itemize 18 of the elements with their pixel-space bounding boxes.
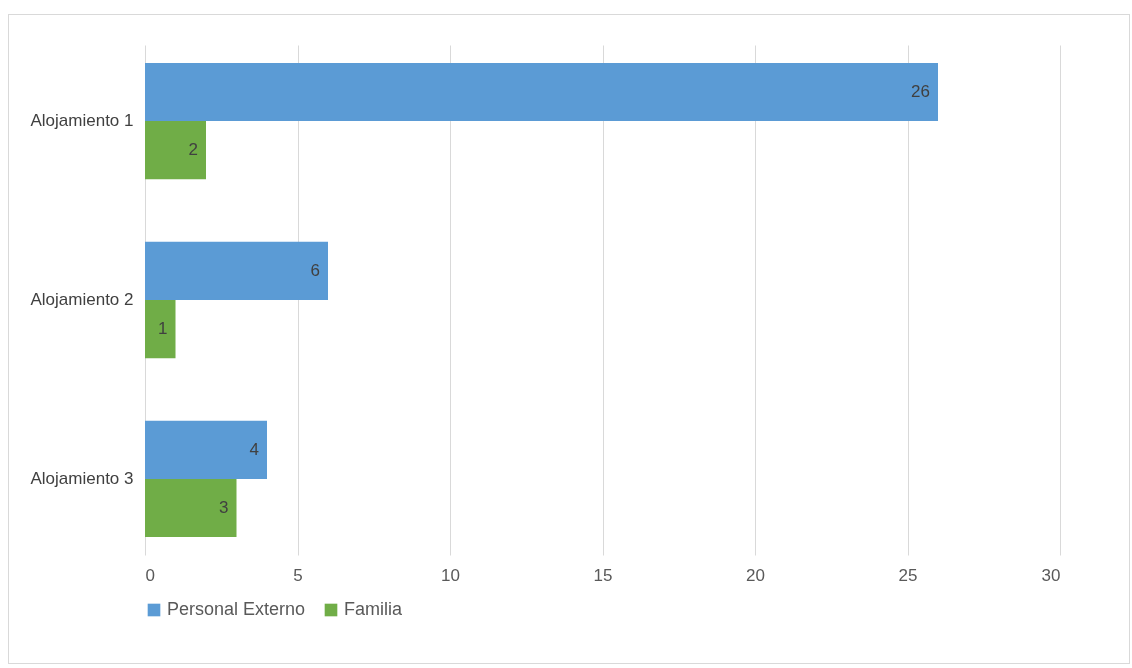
data-label: 26 — [911, 81, 930, 101]
x-tick-label: 5 — [293, 565, 303, 585]
x-tick-label: 0 — [145, 565, 155, 585]
y-tick-label: Alojamiento 2 — [30, 290, 134, 309]
data-label: 6 — [310, 260, 320, 280]
data-label: 3 — [219, 498, 229, 518]
data-label: 4 — [249, 439, 259, 459]
data-label: 2 — [188, 140, 198, 160]
x-tick-label: 20 — [746, 565, 765, 585]
x-tick-label: 15 — [593, 565, 613, 585]
x-tick-label: 10 — [441, 565, 460, 585]
x-tick-label: 30 — [1041, 565, 1061, 585]
legend-label: Personal Externo — [167, 599, 306, 619]
x-tick-label: 25 — [898, 565, 918, 585]
y-tick-label: Alojamiento 3 — [30, 468, 134, 488]
legend-label: Familia — [344, 599, 403, 619]
y-tick-label: Alojamiento 1 — [30, 111, 134, 131]
data-label: 1 — [158, 319, 168, 339]
